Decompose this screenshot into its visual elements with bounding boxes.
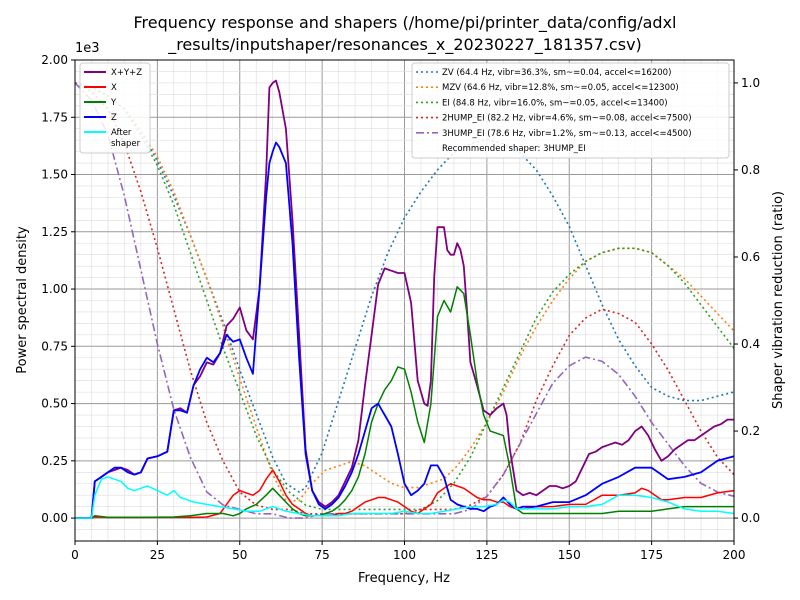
x-tick-label: 0 <box>71 548 79 562</box>
x-tick-label: 125 <box>475 548 498 562</box>
shaper-legend-label: 2HUMP_EI (82.2 Hz, vibr=4.6%, sm~=0.08, … <box>442 114 692 124</box>
x-axis-label: Frequency, Hz <box>358 571 450 586</box>
shaper-line-3hump_ei <box>74 82 735 519</box>
right-tick-label: 0.4 <box>741 337 760 351</box>
x-tick-label: 175 <box>640 548 663 562</box>
shaper-line-ei <box>74 82 735 511</box>
y-tick-label: 0.75 <box>41 339 68 353</box>
right-tick-label: 0.6 <box>741 250 760 264</box>
y-axis-label: Power spectral density <box>15 226 30 374</box>
x-tick-label: 100 <box>393 548 416 562</box>
right-tick-label: 0.2 <box>741 424 760 438</box>
chart-title-line2: _results/inputshaper/resonances_x_202302… <box>167 35 642 55</box>
x-tick-label: 75 <box>314 548 329 562</box>
shaper-legend: ZV (64.4 Hz, vibr=36.3%, sm~=0.04, accel… <box>411 62 730 159</box>
y-tick-label: 0.00 <box>41 511 68 525</box>
psd-legend-label: X+Y+Z <box>111 68 142 78</box>
psd-line-z <box>75 141 735 519</box>
y-exponent-label: 1e3 <box>75 41 100 56</box>
psd-line-after-shaper <box>75 476 735 519</box>
psd-legend-label: After <box>111 128 132 138</box>
right-axis-label: Shaper vibration reduction (ratio) <box>771 191 786 409</box>
shaper-line-2hump_ei <box>74 82 735 515</box>
shaper-line-mzv <box>74 82 735 502</box>
x-tick-label: 25 <box>150 548 165 562</box>
shaper-lines <box>74 82 735 519</box>
y-tick-label: 2.00 <box>41 53 68 67</box>
psd-legend-label: shaper <box>111 139 141 149</box>
right-axis-ticks: 0.0 0.2 0.4 0.6 0.8 1.0 <box>734 76 760 525</box>
psd-lines <box>75 79 735 519</box>
shaper-legend-label: MZV (64.6 Hz, vibr=12.8%, sm~=0.05, acce… <box>442 83 679 93</box>
shaper-legend-label: Recommended shaper: 3HUMP_EI <box>442 144 586 154</box>
psd-legend-label: X <box>111 83 117 93</box>
y-tick-label: 0.25 <box>41 454 68 468</box>
shaper-legend-label: 3HUMP_EI (78.6 Hz, vibr=1.2%, sm~=0.13, … <box>442 129 692 139</box>
shaper-legend-box <box>411 62 730 159</box>
psd-legend-box <box>79 62 151 154</box>
psd-legend-label: Y <box>110 98 117 108</box>
y-tick-label: 1.00 <box>41 282 68 296</box>
psd-line-x-y-z <box>75 79 734 519</box>
shaper-legend-label: EI (84.8 Hz, vibr=16.0%, sm~=0.05, accel… <box>442 98 668 108</box>
x-axis-ticks: 0 25 50 75 100 125 150 175 200 <box>71 541 745 562</box>
y-axis-ticks: 0.00 0.25 0.50 0.75 1.00 1.25 1.50 1.75 2.00 <box>41 53 75 525</box>
shaper-legend-label: ZV (64.4 Hz, vibr=36.3%, sm~=0.04, accel… <box>442 68 671 78</box>
psd-line-x <box>75 469 735 519</box>
right-tick-label: 1.0 <box>741 76 760 90</box>
x-tick-label: 150 <box>558 548 581 562</box>
psd-legend-label: Z <box>111 113 117 123</box>
y-tick-label: 1.75 <box>41 110 68 124</box>
y-tick-label: 0.50 <box>41 397 68 411</box>
y-tick-label: 1.50 <box>41 168 68 182</box>
right-tick-label: 0.8 <box>741 163 760 177</box>
x-tick-label: 200 <box>723 548 746 562</box>
y-tick-label: 1.25 <box>41 225 68 239</box>
chart-title-line1: Frequency response and shapers (/home/pi… <box>133 13 676 33</box>
right-tick-label: 0.0 <box>741 511 760 525</box>
x-tick-label: 50 <box>232 548 247 562</box>
